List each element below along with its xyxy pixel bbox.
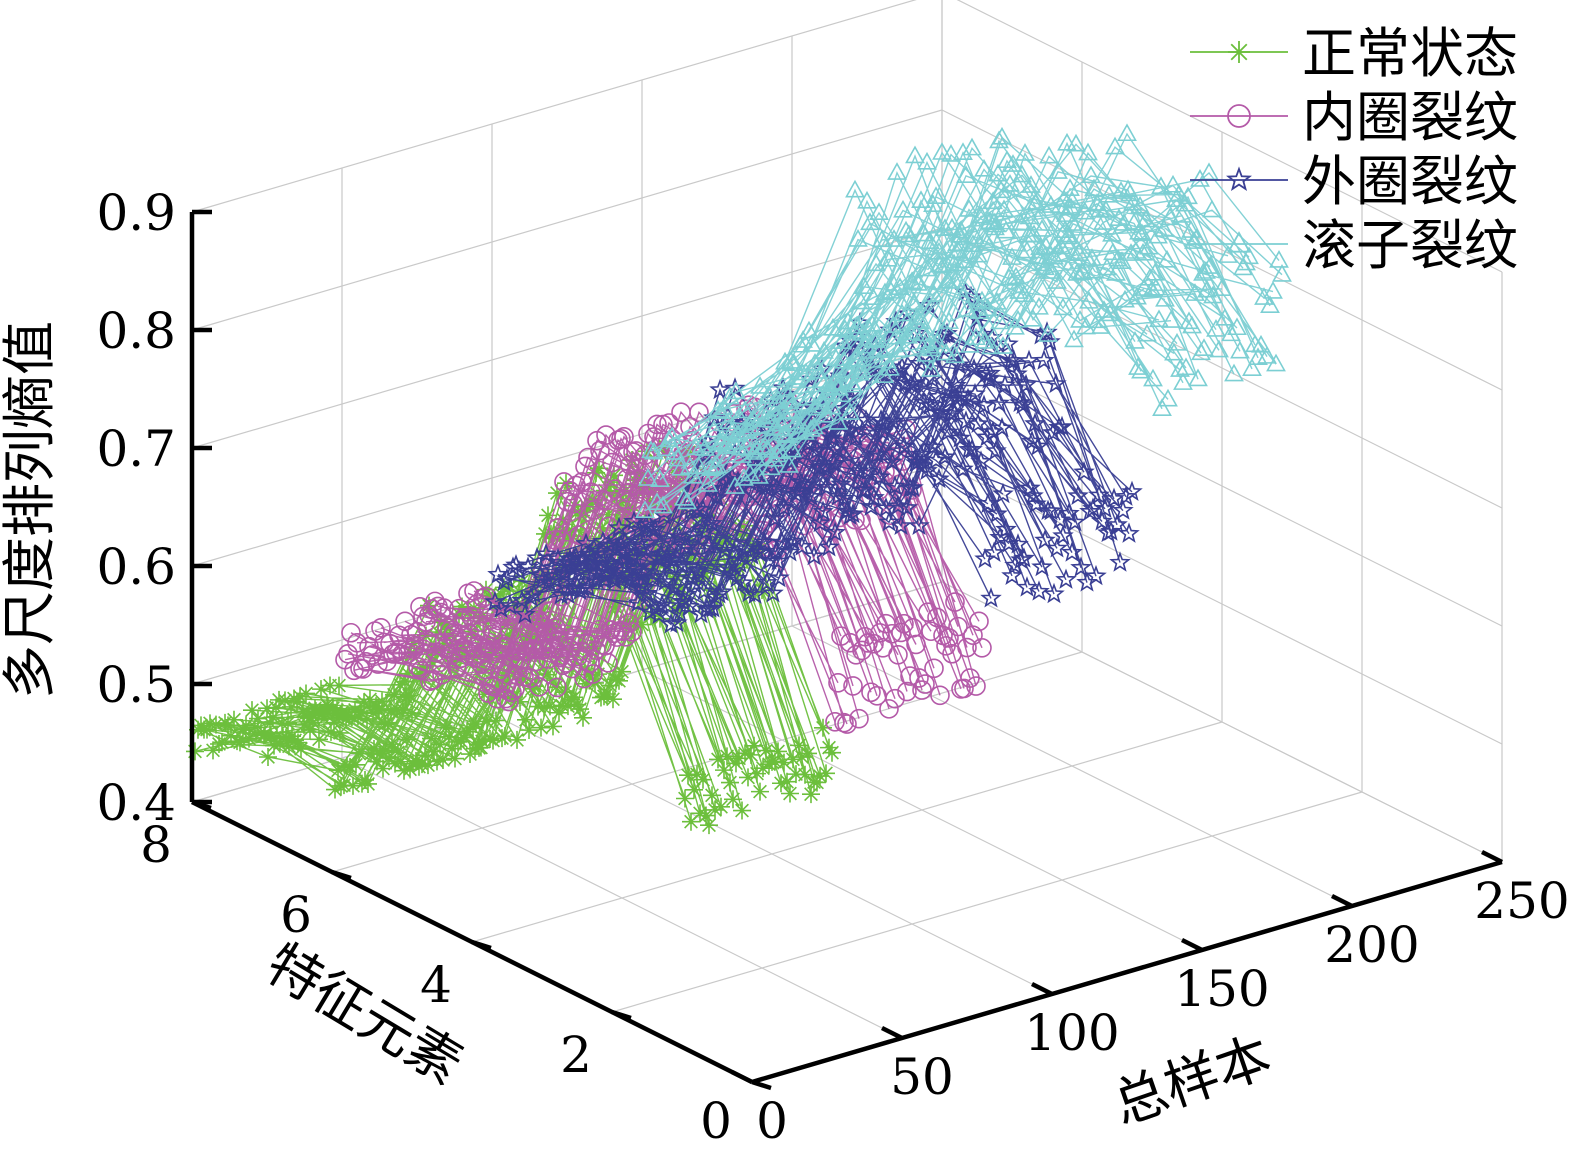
x-tick: [880, 1025, 904, 1041]
y-tick-label: 6: [280, 886, 312, 944]
series-markers: [635, 123, 1292, 518]
x-tick: [1330, 893, 1354, 909]
legend-item-3: 外圈裂纹: [1190, 150, 1518, 213]
z-tick-label: 0.9: [96, 184, 176, 242]
data-series: [186, 123, 1292, 835]
legend-swatch-marker: [1228, 41, 1250, 63]
y-tick-label: 4: [420, 956, 452, 1014]
z-tick-label: 0.5: [96, 656, 176, 714]
axes: 0.4 0.5 0.6 0.7 0.8 0.9 2 4 6 8 0 0 50 100 150 200 250: [96, 184, 1569, 1150]
x-tick-label: 100: [1024, 1004, 1119, 1062]
legend-label: 外圈裂纹: [1302, 150, 1518, 213]
grid-line: [956, 0, 1503, 273]
legend-label: 内圈裂纹: [1302, 86, 1518, 149]
y-tick-label: 0: [700, 1092, 732, 1150]
grid-line: [191, 109, 943, 331]
z-tick-label: 0.6: [96, 538, 176, 596]
y-tick: [611, 1009, 632, 1021]
x-tick-label: 150: [1174, 960, 1269, 1018]
grid-line: [941, 109, 1503, 391]
legend-item-2: 内圈裂纹: [1190, 86, 1518, 149]
legend-label: 滚子裂纹: [1302, 214, 1518, 277]
y-tick: [331, 869, 352, 881]
x-axis-label: 总样本: [1105, 1024, 1279, 1136]
x-tick-label: 0: [756, 1092, 788, 1150]
x-tick: [1030, 981, 1054, 997]
grid-line: [471, 721, 1223, 943]
x-tick-label: 50: [890, 1048, 954, 1106]
y-tick: [471, 939, 492, 951]
x-tick: [1180, 937, 1204, 953]
z-axis-label: 多尺度排列熵值: [0, 321, 61, 699]
legend-item-1: 正常状态: [1190, 22, 1518, 85]
grid-line: [941, 463, 1503, 745]
z-tick-label: 0.4: [96, 774, 176, 832]
x-tick-label: 250: [1474, 872, 1569, 930]
legend-swatch-marker: [1227, 231, 1251, 253]
grid-line: [331, 651, 1083, 873]
x-tick-label: 200: [1324, 916, 1419, 974]
grid-line: [191, 227, 943, 449]
y-tick: [191, 799, 212, 811]
z-tick-label: 0.7: [96, 420, 176, 478]
x-tick: [730, 1069, 754, 1085]
grid-lines: [191, 0, 1503, 1083]
y-tick-label: 8: [140, 816, 172, 874]
legend-swatch-marker: [1227, 104, 1251, 128]
x-tick: [1480, 849, 1504, 865]
grid-line: [191, 0, 917, 213]
series-4: [635, 123, 1292, 518]
series-line: [644, 132, 1283, 512]
y-tick: [751, 1079, 772, 1091]
legend-swatch-marker: [1226, 166, 1252, 191]
z-tick-label: 0.8: [96, 302, 176, 360]
y-tick-label: 2: [560, 1026, 592, 1084]
grid-line: [611, 791, 1363, 1013]
legend-label: 正常状态: [1302, 22, 1518, 85]
legend-item-4: 滚子裂纹: [1190, 214, 1518, 277]
x-axis-line: [751, 859, 1503, 1085]
